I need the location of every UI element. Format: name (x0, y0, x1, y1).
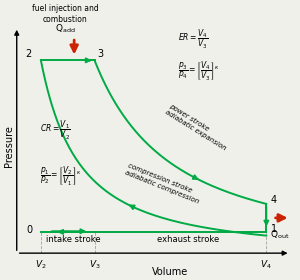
Text: 0: 0 (26, 225, 32, 235)
Text: $ER = \dfrac{V_4}{V_3}$: $ER = \dfrac{V_4}{V_3}$ (178, 27, 208, 51)
Text: $\dfrac{p_3}{p_4} = \left[\dfrac{V_4}{V_3}\right]^\kappa$: $\dfrac{p_3}{p_4} = \left[\dfrac{V_4}{V_… (178, 60, 219, 83)
Text: 4: 4 (271, 195, 277, 205)
Text: fuel injection and
combustion: fuel injection and combustion (32, 4, 98, 24)
Text: $V_4$: $V_4$ (260, 258, 272, 270)
Text: Pressure: Pressure (4, 125, 14, 167)
Text: 2: 2 (25, 49, 31, 59)
Text: 3: 3 (98, 49, 104, 59)
Text: intake stroke: intake stroke (46, 235, 100, 244)
Text: $V_3$: $V_3$ (89, 258, 100, 270)
Text: $V_2$: $V_2$ (35, 258, 47, 270)
Text: Q$_\mathregular{out}$: Q$_\mathregular{out}$ (270, 229, 290, 241)
Text: $CR = \dfrac{V_1}{V_2}$: $CR = \dfrac{V_1}{V_2}$ (40, 119, 71, 142)
Text: Volume: Volume (152, 267, 188, 277)
Text: compression stroke
adiabatic compression: compression stroke adiabatic compression (124, 162, 202, 204)
Text: Q$_\mathregular{add}$: Q$_\mathregular{add}$ (55, 22, 75, 35)
Text: 1: 1 (271, 224, 277, 234)
Text: power stroke
adiabatic expansion: power stroke adiabatic expansion (164, 103, 231, 151)
Text: exhaust stroke: exhaust stroke (158, 235, 220, 244)
Text: $\dfrac{p_1}{p_2} = \left[\dfrac{V_2}{V_1}\right]^\kappa$: $\dfrac{p_1}{p_2} = \left[\dfrac{V_2}{V_… (40, 164, 81, 188)
